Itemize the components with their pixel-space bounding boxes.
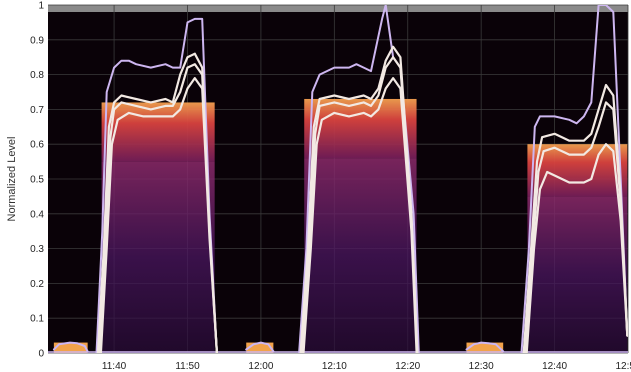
series-line [302,76,418,353]
baseline-heat [246,342,274,353]
x-tick-label: 11:50 [175,361,200,372]
series-line [96,52,218,353]
y-tick-label: 0.6 [30,140,44,151]
series-line [52,341,89,353]
series-line [245,341,275,353]
series-line [95,17,218,353]
heat-density [53,98,628,353]
y-tick-label: 0.9 [30,35,44,46]
top-band [48,5,628,12]
series-line [98,63,218,353]
y-axis-title: Normalized Level [6,137,18,222]
y-tick-label: 0 [38,349,44,360]
series-line [524,101,628,353]
series-line [522,83,628,353]
heat-low-band [101,161,215,353]
y-axis-ticks: 0 0.1 0.2 0.3 0.4 0.5 0.6 0.7 0.8 0.9 1 [30,1,44,360]
y-tick-label: 0.1 [30,314,44,325]
baseline-heat [466,342,504,353]
y-tick-label: 0.4 [30,209,44,220]
x-tick-label: 12:30 [469,361,494,372]
x-tick-label: 12:00 [248,361,273,372]
y-tick-label: 0.7 [30,105,44,116]
x-tick-label: 11:40 [102,361,127,372]
y-tick-label: 1 [38,1,44,12]
series-lines [48,5,628,353]
y-tick-label: 0.8 [30,70,44,81]
x-axis-ticks: 11:40 11:50 12:00 12:10 12:20 12:30 12:40 12:50 [102,361,631,372]
heat-low-band [304,158,417,353]
series-line [465,341,505,353]
heat-low-band [527,196,628,353]
series-line [99,76,218,353]
series-line [299,45,419,353]
heat-core-band [304,98,417,159]
heat-core-band [101,102,215,162]
x-tick-label: 12:50 [615,361,631,372]
y-tick-label: 0.3 [30,244,44,255]
series-line [520,5,628,353]
series-line [300,56,419,353]
y-tick-label: 0.5 [30,175,44,186]
baseline-heat [53,342,88,353]
series-line [525,143,628,353]
y-tick-label: 0.2 [30,279,44,290]
x-tick-label: 12:40 [542,361,567,372]
x-tick-label: 12:10 [322,361,347,372]
x-tick-label: 12:20 [395,361,420,372]
